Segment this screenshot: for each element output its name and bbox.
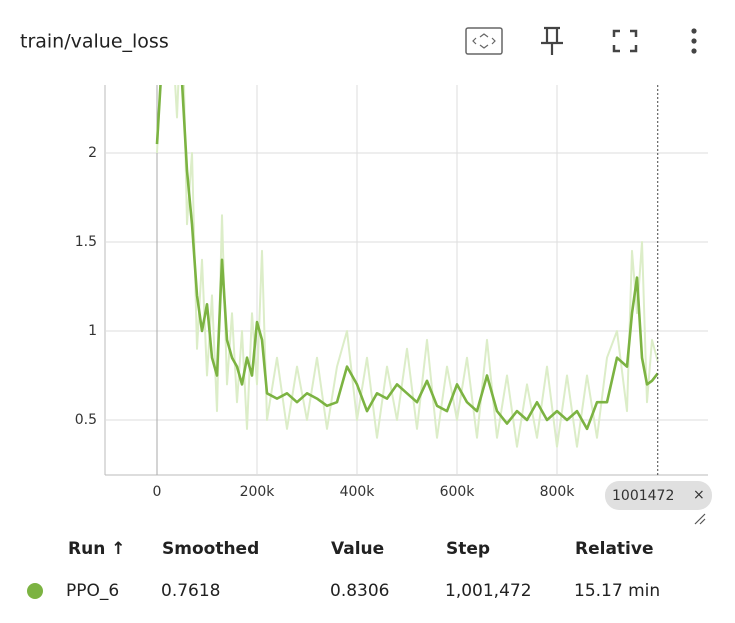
table-cell: PPO_6: [66, 581, 119, 601]
y-tick-label: 1.5: [75, 234, 97, 250]
pin-button[interactable]: [541, 26, 563, 55]
hover-step-badge: [605, 481, 712, 510]
table-cell: 15.17 min: [574, 581, 660, 601]
column-header[interactable]: Run ↑: [68, 539, 125, 559]
x-tick-label: 400k: [340, 484, 376, 500]
fullscreen-button[interactable]: [612, 29, 638, 53]
hover-step-label: 1001472: [612, 488, 674, 504]
smoothed-line: [155, 85, 659, 431]
chart-title: train/value_loss: [20, 31, 169, 53]
fit-domain-button[interactable]: [465, 27, 503, 55]
resize-handle[interactable]: [694, 513, 706, 525]
x-tick-label: 0: [153, 484, 162, 500]
more-menu-button[interactable]: [691, 28, 697, 54]
table-cell: 1,001,472: [445, 581, 532, 601]
y-tick-label: 0.5: [75, 412, 97, 428]
table-cell: 0.8306: [330, 581, 389, 601]
table-cell: 0.7618: [161, 581, 220, 601]
column-header[interactable]: Smoothed: [162, 539, 259, 559]
column-header[interactable]: Relative: [575, 539, 653, 559]
column-header[interactable]: Step: [446, 539, 490, 559]
run-color-dot: [27, 583, 43, 599]
column-header[interactable]: Value: [331, 539, 384, 559]
y-tick-label: 2: [88, 145, 97, 161]
x-tick-label: 200k: [240, 484, 276, 500]
hover-close[interactable]: ×: [693, 487, 705, 503]
y-tick-label: 1: [88, 323, 97, 339]
x-tick-label: 800k: [540, 484, 576, 500]
raw-line: [156, 85, 659, 448]
x-tick-label: 600k: [440, 484, 476, 500]
